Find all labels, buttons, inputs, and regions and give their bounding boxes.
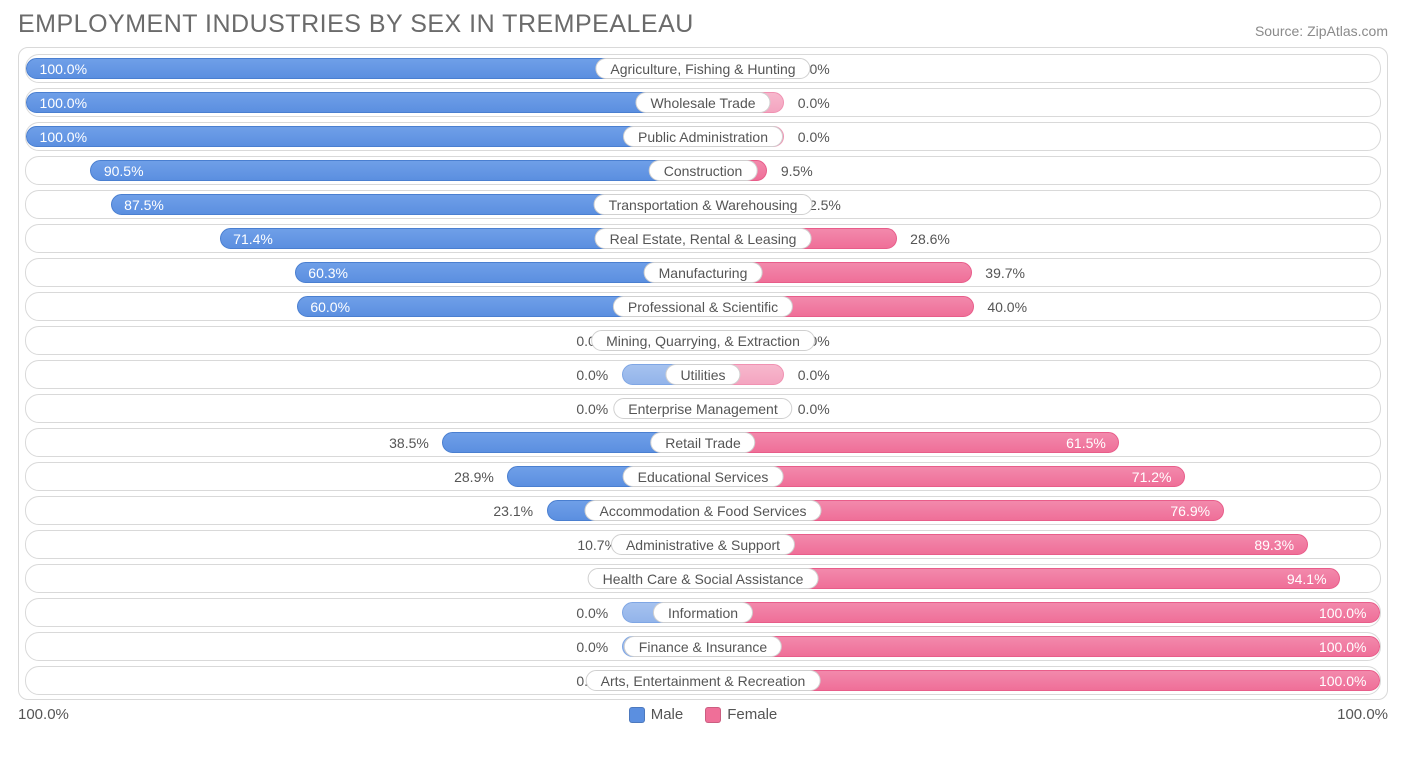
male-bar [90, 160, 703, 181]
chart-row: 5.9%94.1%Health Care & Social Assistance [25, 564, 1381, 593]
male-value: 0.0% [576, 395, 608, 422]
male-value: 90.5% [104, 157, 144, 184]
chart-row: 0.0% 100.0% Information [25, 598, 1381, 627]
chart-row: 0.0% 0.0% Utilities [25, 360, 1381, 389]
chart-row: 71.4% 28.6% Real Estate, Rental & Leasing [25, 224, 1381, 253]
male-value: 100.0% [40, 89, 87, 116]
category-label: Manufacturing [644, 262, 763, 283]
chart-row: 87.5%12.5%Transportation & Warehousing [25, 190, 1381, 219]
legend-label-female: Female [727, 706, 777, 723]
axis-label-right: 100.0% [1337, 706, 1388, 723]
female-value: 100.0% [1319, 599, 1366, 626]
chart-row: 38.5% 61.5% Retail Trade [25, 428, 1381, 457]
male-value: 28.9% [454, 463, 494, 490]
chart-row: 60.3% 39.7% Manufacturing [25, 258, 1381, 287]
category-label: Professional & Scientific [613, 296, 793, 317]
male-bar [26, 92, 703, 113]
chart-row: 23.1% 76.9% Accommodation & Food Services [25, 496, 1381, 525]
axis-label-left: 100.0% [18, 706, 69, 723]
category-label: Information [653, 602, 753, 623]
legend-swatch-male [629, 707, 645, 723]
male-bar [26, 126, 703, 147]
category-label: Agriculture, Fishing & Hunting [595, 58, 810, 79]
chart-title: EMPLOYMENT INDUSTRIES BY SEX IN TREMPEAL… [18, 10, 694, 39]
female-value: 61.5% [1066, 429, 1106, 456]
female-value: 76.9% [1170, 497, 1210, 524]
category-label: Mining, Quarrying, & Extraction [591, 330, 815, 351]
male-value: 0.0% [576, 361, 608, 388]
category-label: Construction [649, 160, 758, 181]
female-value: 39.7% [985, 259, 1025, 286]
male-value: 0.0% [576, 633, 608, 660]
legend-label-male: Male [651, 706, 684, 723]
female-value: 89.3% [1254, 531, 1294, 558]
chart-row: 100.0% 0.0% Public Administration [25, 122, 1381, 151]
chart-row: 90.5% 9.5% Construction [25, 156, 1381, 185]
chart-row: 10.7%89.3%Administrative & Support [25, 530, 1381, 559]
male-value: 60.0% [310, 293, 350, 320]
category-label: Health Care & Social Assistance [588, 568, 819, 589]
category-label: Real Estate, Rental & Leasing [595, 228, 812, 249]
legend-item-female: Female [705, 706, 777, 723]
chart-row: 60.0% 40.0% Professional & Scientific [25, 292, 1381, 321]
category-label: Utilities [665, 364, 740, 385]
female-value: 100.0% [1319, 667, 1366, 694]
male-value: 38.5% [389, 429, 429, 456]
legend: Male Female [69, 706, 1337, 723]
female-value: 0.0% [798, 361, 830, 388]
female-value: 71.2% [1132, 463, 1172, 490]
female-bar [703, 602, 1380, 623]
chart-row: 100.0%0.0%Agriculture, Fishing & Hunting [25, 54, 1381, 83]
legend-swatch-female [705, 707, 721, 723]
chart-row: 0.0%100.0%Arts, Entertainment & Recreati… [25, 666, 1381, 695]
chart-row: 0.0%0.0%Enterprise Management [25, 394, 1381, 423]
category-label: Arts, Entertainment & Recreation [586, 670, 821, 691]
female-value: 9.5% [781, 157, 813, 184]
chart-row: 100.0% 0.0% Wholesale Trade [25, 88, 1381, 117]
female-value: 0.0% [798, 395, 830, 422]
legend-item-male: Male [629, 706, 684, 723]
female-bar [703, 432, 1119, 453]
male-bar [295, 262, 703, 283]
category-label: Administrative & Support [611, 534, 795, 555]
diverging-bar-chart: 100.0%0.0%Agriculture, Fishing & Hunting… [18, 47, 1388, 700]
category-label: Accommodation & Food Services [585, 500, 822, 521]
female-value: 94.1% [1287, 565, 1327, 592]
chart-row: 0.0% 100.0% Finance & Insurance [25, 632, 1381, 661]
category-label: Retail Trade [650, 432, 755, 453]
category-label: Finance & Insurance [624, 636, 782, 657]
chart-row: 0.0%0.0%Mining, Quarrying, & Extraction [25, 326, 1381, 355]
male-value: 71.4% [233, 225, 273, 252]
female-value: 0.0% [798, 123, 830, 150]
female-value: 100.0% [1319, 633, 1366, 660]
male-value: 60.3% [308, 259, 348, 286]
male-value: 87.5% [124, 191, 164, 218]
category-label: Wholesale Trade [635, 92, 770, 113]
female-value: 28.6% [910, 225, 950, 252]
category-label: Transportation & Warehousing [594, 194, 813, 215]
female-bar [703, 636, 1380, 657]
male-value: 23.1% [493, 497, 533, 524]
male-value: 100.0% [40, 55, 87, 82]
source-attribution: Source: ZipAtlas.com [1255, 23, 1388, 39]
male-value: 100.0% [40, 123, 87, 150]
category-label: Enterprise Management [613, 398, 792, 419]
female-value: 40.0% [987, 293, 1027, 320]
category-label: Educational Services [623, 466, 784, 487]
male-value: 0.0% [576, 599, 608, 626]
category-label: Public Administration [623, 126, 783, 147]
chart-row: 28.9% 71.2% Educational Services [25, 462, 1381, 491]
female-value: 0.0% [798, 89, 830, 116]
